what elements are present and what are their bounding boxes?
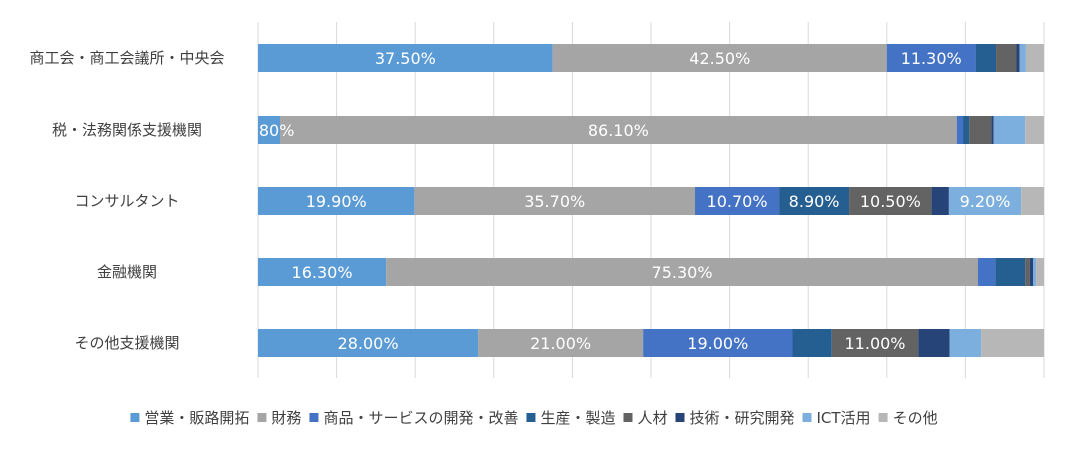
data-label: 86.10%	[588, 121, 649, 140]
data-label: 2.80%	[244, 121, 295, 140]
data-label: 10.50%	[860, 192, 921, 211]
legend-label: ICT活用	[817, 409, 871, 427]
data-label: 28.00%	[338, 334, 399, 353]
bar-segment	[779, 187, 850, 215]
data-label: 8.90%	[789, 192, 840, 211]
bar-segment	[258, 116, 281, 144]
bar-series	[258, 44, 1044, 357]
data-label: 9.20%	[960, 192, 1011, 211]
legend-label: その他	[893, 409, 938, 427]
data-labels: 37.50% 42.50% 11.30% 2.80% 86.10% 19.90% 35.70…	[244, 49, 1011, 353]
bar-segment	[1025, 44, 1044, 72]
category-label: 金融機関	[97, 263, 157, 281]
category-labels: 商工会・商工会議所・中央会税・法務関係支援機関コンサルタント金融機関その他支援機…	[29, 49, 224, 352]
legend-item: 財務	[257, 409, 301, 427]
data-label: 16.30%	[292, 263, 353, 282]
bar-segment	[1025, 116, 1044, 144]
legend-swatch	[675, 413, 685, 422]
bar-segment	[258, 187, 415, 215]
data-label: 11.00%	[845, 334, 906, 353]
legend-label: 営業・販路開拓	[144, 409, 249, 427]
legend-label: 財務	[271, 409, 301, 427]
legend-item: ICT活用	[802, 409, 871, 427]
bar-segment	[1016, 44, 1020, 72]
bar-segment	[1021, 187, 1044, 215]
legend-label: 人材	[637, 409, 667, 427]
bar-segment	[414, 187, 696, 215]
bar-segment	[849, 187, 932, 215]
bar-segment	[969, 116, 992, 144]
bar-segment	[280, 116, 957, 144]
data-label: 19.00%	[687, 334, 748, 353]
legend-item: 商品・サービスの開発・改善	[309, 409, 518, 427]
bar-segment	[643, 329, 793, 357]
category-label: コンサルタント	[74, 192, 179, 210]
legend-swatch	[309, 413, 319, 422]
bar-segment	[1025, 258, 1030, 286]
bar-segment	[258, 329, 479, 357]
data-label: 35.70%	[524, 192, 585, 211]
data-label: 21.00%	[530, 334, 591, 353]
legend-item: 営業・販路開拓	[130, 409, 249, 427]
bar-segment	[993, 116, 1026, 144]
legend-swatch	[257, 413, 267, 422]
data-label: 10.70%	[707, 192, 768, 211]
bar-segment	[386, 258, 978, 286]
legend-swatch	[526, 413, 536, 422]
legend-label: 生産・製造	[540, 409, 615, 427]
bar-segment	[1033, 258, 1037, 286]
legend-label: 技術・研究開発	[689, 409, 794, 427]
data-label: 75.30%	[652, 263, 713, 282]
bar-segment	[258, 258, 387, 286]
legend-swatch	[802, 413, 812, 422]
bar-segment	[478, 329, 644, 357]
data-label: 19.90%	[306, 192, 367, 211]
bar-segment	[792, 329, 832, 357]
legend-item: 生産・製造	[526, 409, 615, 427]
data-label: 42.50%	[689, 49, 750, 68]
bar-segment	[996, 44, 1017, 72]
bar-segment	[977, 258, 996, 286]
category-label: 税・法務関係支援機関	[52, 121, 202, 139]
legend-item: 人材	[623, 409, 667, 427]
bar-segment	[918, 329, 950, 357]
legend-swatch	[623, 413, 633, 422]
legend-swatch	[878, 413, 888, 422]
bar-segment	[931, 187, 949, 215]
bar-segment	[975, 44, 997, 72]
bar-segment	[886, 44, 976, 72]
category-label: 商工会・商工会議所・中央会	[29, 49, 224, 67]
data-label: 37.50%	[375, 49, 436, 68]
category-label: その他支援機関	[74, 334, 179, 352]
bar-segment	[258, 44, 553, 72]
data-label: 11.30%	[901, 49, 962, 68]
bar-segment	[956, 116, 964, 144]
legend-swatch	[130, 413, 140, 422]
legend-item: 技術・研究開発	[675, 409, 795, 427]
legend-item: その他	[878, 409, 938, 427]
bar-segment	[991, 116, 994, 144]
bar-segment	[949, 329, 982, 357]
bar-segment	[963, 116, 970, 144]
bar-segment	[981, 329, 1044, 357]
bar-segment	[552, 44, 887, 72]
bar-segment	[1036, 258, 1044, 286]
legend-label: 商品・サービスの開発・改善	[323, 409, 518, 427]
bar-segment	[1029, 258, 1033, 286]
bar-segment	[695, 187, 780, 215]
bar-segment	[995, 258, 1026, 286]
bar-segment	[1019, 44, 1026, 72]
legend: 営業・販路開拓 財務 商品・サービスの開発・改善 生産・製造 人材 技術・研究開発 ICT活…	[130, 409, 938, 427]
bar-segment	[831, 329, 919, 357]
bar-segment	[948, 187, 1022, 215]
